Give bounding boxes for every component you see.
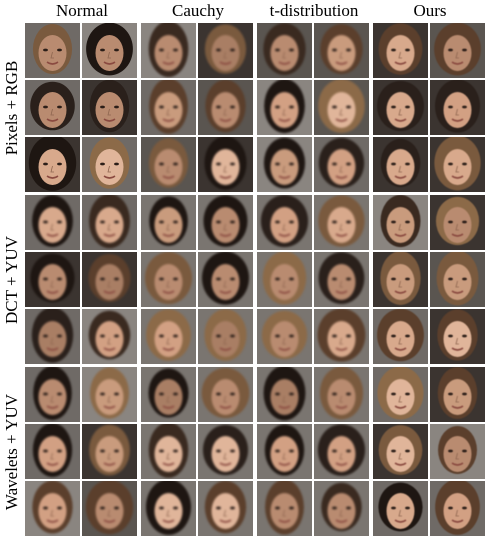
face-sample-icon [373,367,428,422]
face-sample-icon [25,309,80,364]
face-sample-icon [257,195,312,250]
row-label-text: Wavelets + YUV [2,393,21,511]
face-sample-icon [373,252,428,307]
face-sample-icon [25,367,80,422]
face-sample-icon [430,195,485,250]
column-header-ours: Ours [413,1,447,20]
face-sample-icon [430,309,485,364]
face-sample-icon [82,137,137,192]
column-header-normal: Normal [56,1,108,20]
face-sample-icon [198,80,253,135]
face-sample-icon [141,481,196,536]
row-label-pixels-rgb: Pixels + RGB [0,22,24,194]
face-sample-icon [141,309,196,364]
sample-block [140,366,256,538]
face-sample-icon [257,80,312,135]
face-sample-icon [198,367,253,422]
sample-block [256,194,372,366]
face-sample-icon [198,309,253,364]
face-sample-icon [373,424,428,479]
face-sample-icon [430,23,485,78]
sample-block [256,366,372,538]
face-sample-icon [82,195,137,250]
face-sample-icon [82,424,137,479]
face-sample-icon [141,137,196,192]
face-sample-icon [82,481,137,536]
face-sample-icon [82,252,137,307]
face-sample-icon [82,23,137,78]
row-label-dct-yuv: DCT + YUV [0,194,24,366]
face-sample-icon [314,309,369,364]
face-sample-icon [430,424,485,479]
sample-block [372,194,488,366]
sample-block [24,22,140,194]
face-sample-icon [25,80,80,135]
face-sample-icon [314,481,369,536]
face-sample-icon [373,80,428,135]
face-sample-icon [25,252,80,307]
sample-block [372,366,488,538]
face-sample-icon [198,252,253,307]
face-sample-icon [314,252,369,307]
sample-block [24,366,140,538]
face-sample-icon [257,367,312,422]
face-sample-icon [25,481,80,536]
face-sample-icon [314,23,369,78]
face-sample-icon [141,252,196,307]
sample-block [140,22,256,194]
face-sample-icon [314,367,369,422]
face-sample-icon [25,195,80,250]
row-label-text: DCT + YUV [2,236,21,324]
face-sample-icon [257,309,312,364]
face-sample-icon [141,80,196,135]
column-header-cauchy: Cauchy [172,1,224,20]
sample-block [24,194,140,366]
face-sample-icon [314,137,369,192]
face-sample-icon [257,481,312,536]
face-sample-icon [314,424,369,479]
face-sample-icon [198,195,253,250]
face-sample-icon [198,424,253,479]
face-sample-icon [373,481,428,536]
face-sample-icon [373,309,428,364]
face-sample-icon [141,23,196,78]
face-sample-icon [25,137,80,192]
column-header-t-distribution: t-distribution [269,1,359,20]
face-sample-icon [25,23,80,78]
face-sample-icon [82,309,137,364]
face-sample-icon [141,195,196,250]
face-sample-icon [430,367,485,422]
face-sample-icon [430,481,485,536]
face-sample-icon [430,137,485,192]
face-sample-icon [141,424,196,479]
face-sample-icon [430,252,485,307]
sample-block [372,22,488,194]
face-sample-icon [141,367,196,422]
face-sample-icon [257,424,312,479]
face-sample-icon [82,367,137,422]
face-sample-icon [373,195,428,250]
face-sample-icon [198,481,253,536]
face-sample-icon [314,80,369,135]
row-label-wavelets-yuv: Wavelets + YUV [0,366,24,538]
face-sample-icon [314,195,369,250]
face-sample-icon [257,252,312,307]
sample-block [256,22,372,194]
face-sample-icon [373,23,428,78]
face-sample-icon [373,137,428,192]
row-label-text: Pixels + RGB [2,60,21,156]
face-sample-icon [430,80,485,135]
face-sample-icon [25,424,80,479]
sample-block [140,194,256,366]
face-sample-icon [198,137,253,192]
face-sample-icon [257,137,312,192]
face-sample-icon [257,23,312,78]
face-sample-icon [82,80,137,135]
face-sample-icon [198,23,253,78]
